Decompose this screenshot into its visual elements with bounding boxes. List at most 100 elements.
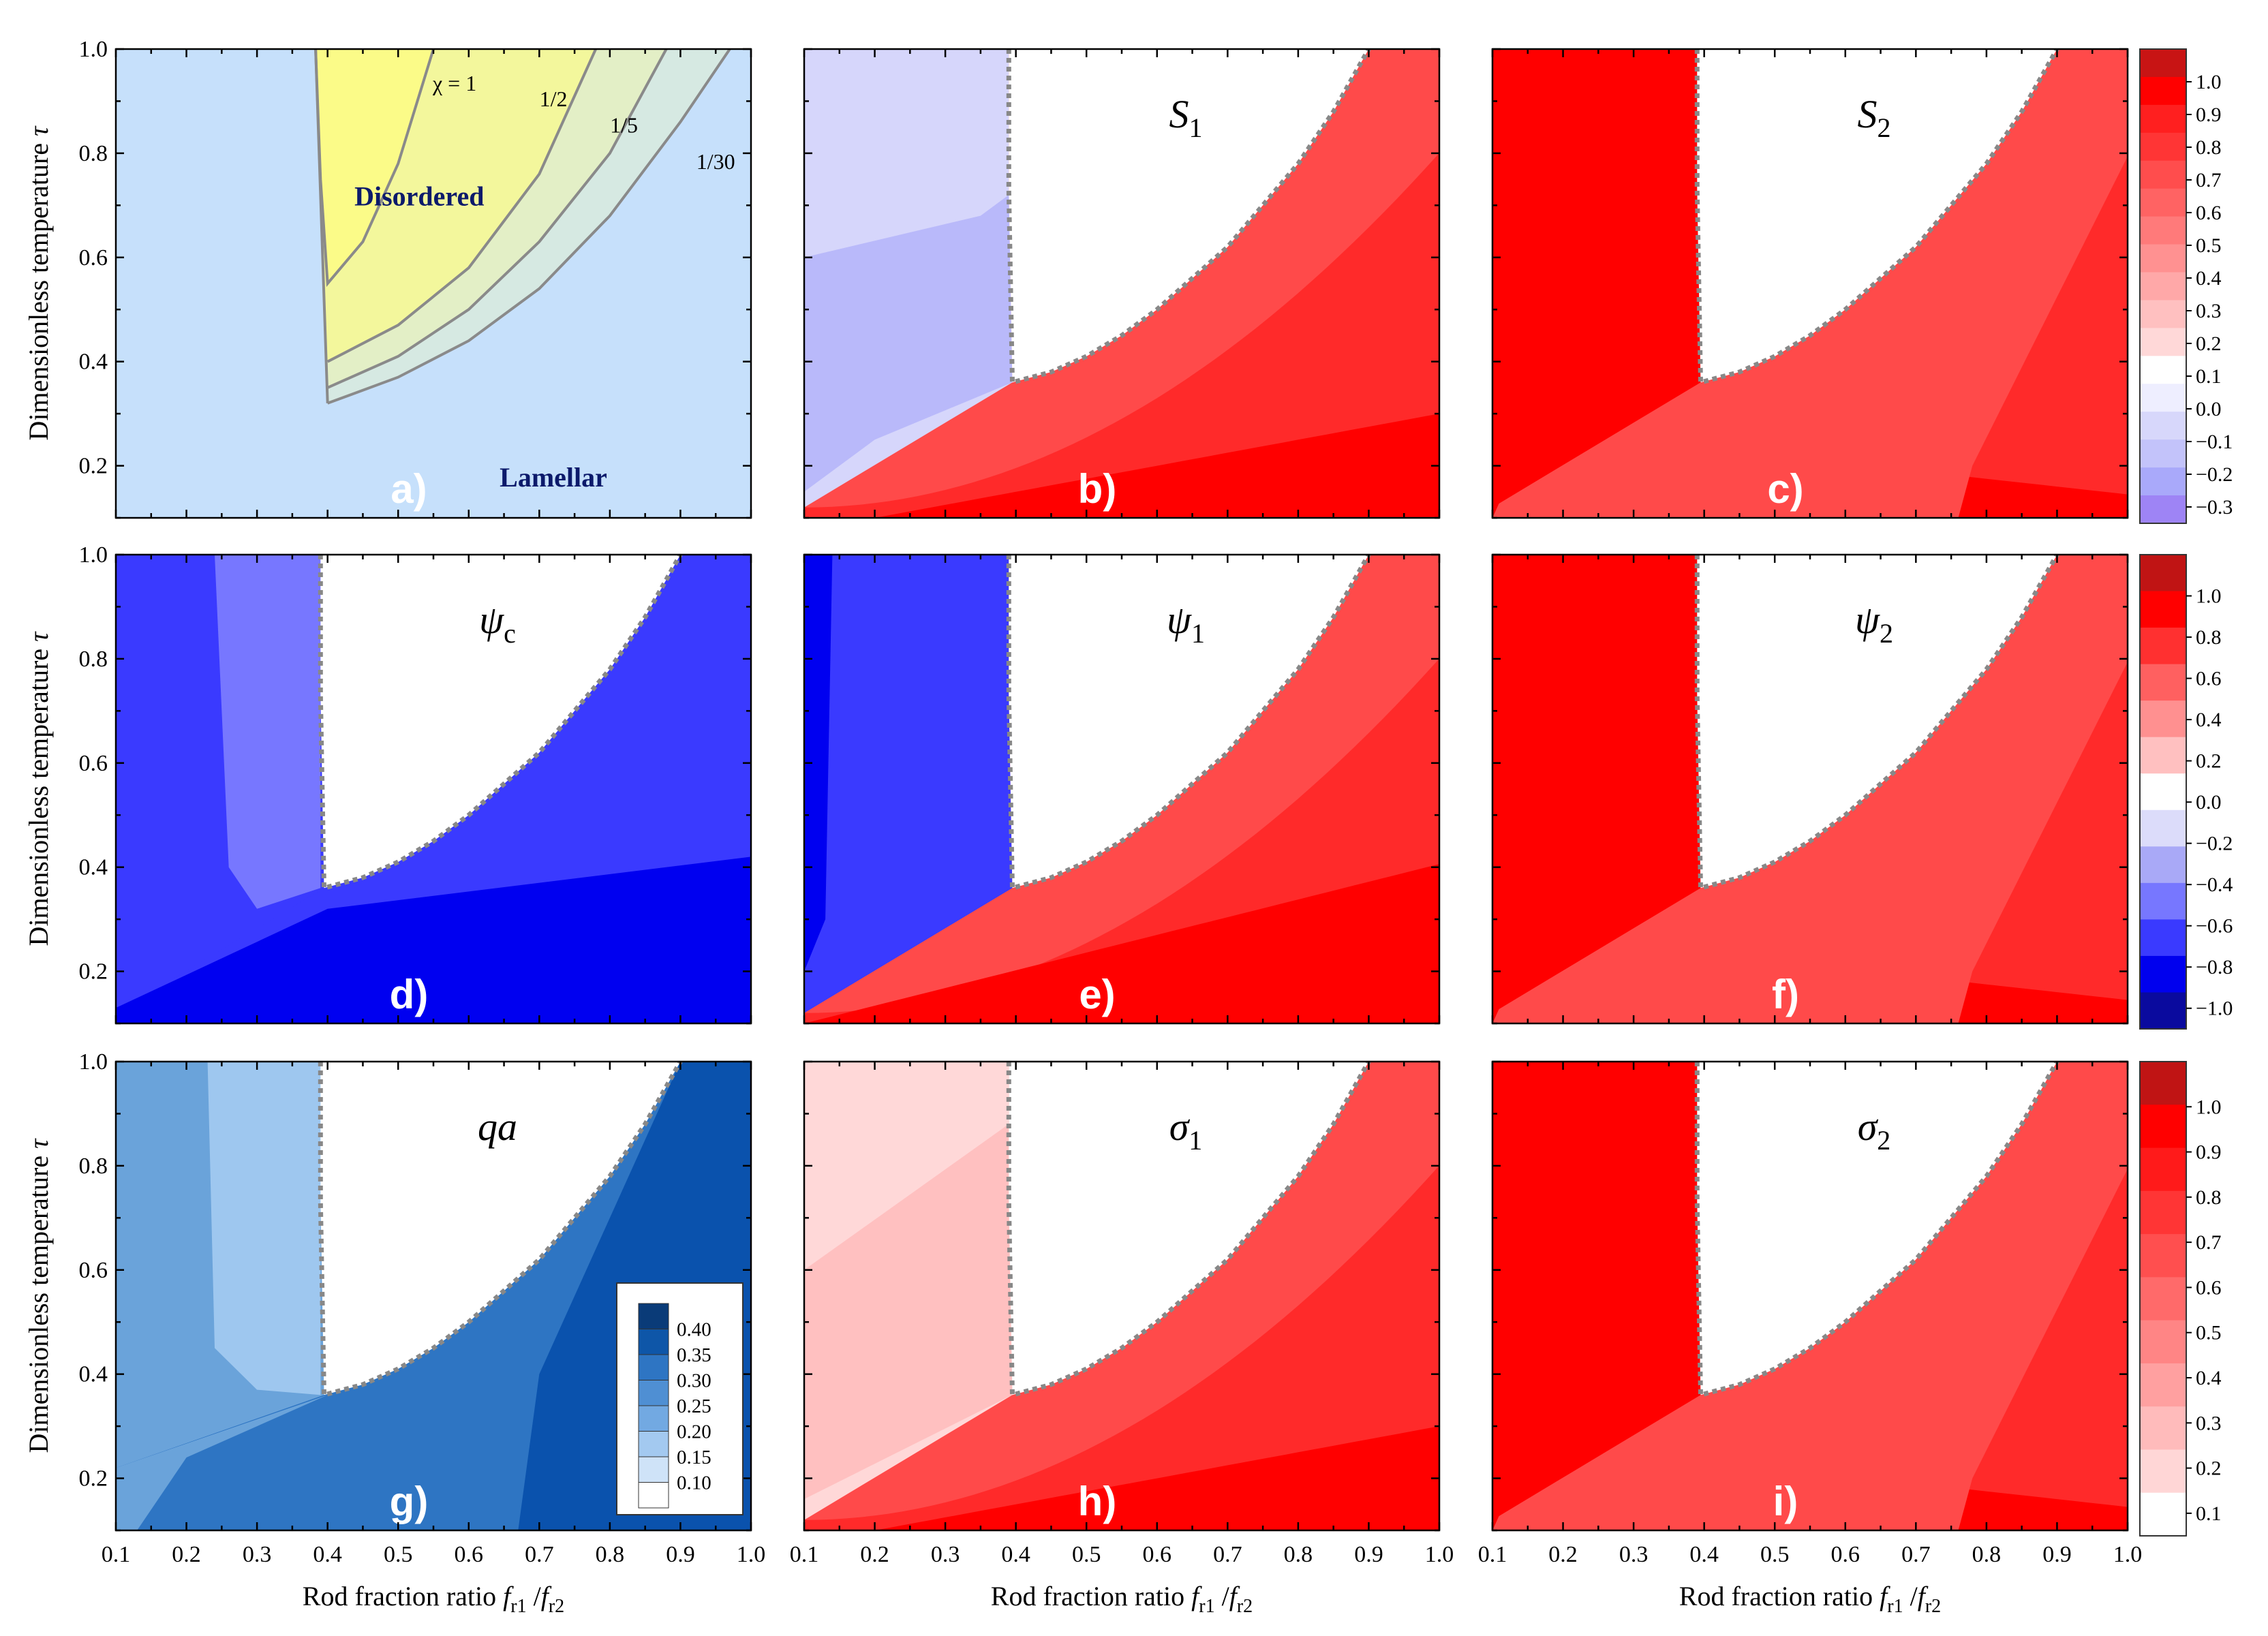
colorbar-swatch bbox=[2140, 809, 2186, 847]
colorbar-swatch bbox=[2140, 955, 2186, 993]
qa-legend-label: 0.10 bbox=[677, 1472, 711, 1494]
left-region-mid bbox=[804, 195, 1013, 492]
x-tick-label: 0.9 bbox=[666, 1542, 695, 1567]
x-axis-title-s2: r2 bbox=[1925, 1596, 1941, 1617]
qa-legend-swatch bbox=[638, 1354, 669, 1380]
colorbar-label: 0.4 bbox=[2196, 709, 2222, 731]
disordered-region bbox=[1697, 49, 2128, 383]
y-axis-title: Dimensionless temperature τ bbox=[23, 1138, 54, 1453]
x-axis-title-slash: / bbox=[1903, 1581, 1918, 1611]
colorbar-swatch bbox=[2140, 300, 2186, 328]
panel-title-main: qa bbox=[478, 1105, 517, 1149]
qa-legend-label: 0.30 bbox=[677, 1370, 711, 1392]
colorbar-swatch bbox=[2140, 1406, 2186, 1450]
colorbar-label: 1.0 bbox=[2196, 71, 2222, 93]
colorbar-swatch bbox=[2140, 1147, 2186, 1192]
panel-c-field bbox=[1492, 49, 2128, 518]
y-tick-label: 1.0 bbox=[79, 542, 108, 568]
x-tick-label: 0.8 bbox=[1972, 1542, 2002, 1567]
left-region-light bbox=[215, 555, 321, 909]
panel-title-e: ψ1 bbox=[1167, 598, 1205, 649]
panel-title-sub: 2 bbox=[1877, 1125, 1890, 1156]
colorbar-label: 0.3 bbox=[2196, 1412, 2222, 1434]
colorbar-label: 0.3 bbox=[2196, 300, 2222, 322]
qa-legend-swatch bbox=[638, 1482, 669, 1509]
x-axis-title: Rod fraction ratio fr1 /fr2 bbox=[991, 1581, 1253, 1617]
left-region bbox=[1492, 555, 1701, 1013]
panel-i-field bbox=[1492, 1062, 2128, 1530]
qa-legend-swatch bbox=[638, 1431, 669, 1457]
colorbar-swatch bbox=[2140, 160, 2186, 189]
panel-title-main: σ bbox=[1858, 1105, 1879, 1149]
x-tick-label: 0.5 bbox=[1760, 1542, 1790, 1567]
x-axis-title-main: Rod fraction ratio bbox=[991, 1581, 1191, 1611]
panel-f-field bbox=[1492, 555, 2128, 1023]
colorbar-swatch bbox=[2140, 737, 2186, 774]
colorbar-label: 0.5 bbox=[2196, 1322, 2222, 1344]
colorbar-label: −1.0 bbox=[2196, 998, 2233, 1020]
colorbar-swatch bbox=[2140, 244, 2186, 273]
x-tick-label: 0.8 bbox=[596, 1542, 625, 1567]
x-tick-label: 0.2 bbox=[860, 1542, 889, 1567]
x-tick-label: 0.6 bbox=[455, 1542, 484, 1567]
qa-region-light bbox=[207, 1062, 321, 1395]
colorbar-swatch bbox=[2140, 384, 2186, 412]
disordered-boundary bbox=[318, 1062, 683, 1398]
panel-letter-h: h) bbox=[1078, 1479, 1117, 1524]
x-tick-label: 0.9 bbox=[1354, 1542, 1383, 1567]
panel-ticks-h bbox=[803, 1060, 1441, 1532]
qa-legend-label: 0.35 bbox=[677, 1344, 711, 1366]
qa-region-low2 bbox=[116, 1395, 328, 1530]
colorbar-swatch bbox=[2140, 555, 2186, 592]
region-label-disordered: Disordered bbox=[354, 181, 484, 211]
text-layer: Dimensionless temperature τ Dimensionless… bbox=[23, 125, 1941, 1617]
panel-h: σ1 h) 0.1 0.2 0.3 0.4 0.5 0.6 0.7 0.8 0.9 1.0 bbox=[790, 1060, 1454, 1567]
panel-title-i: σ2 bbox=[1858, 1105, 1891, 1156]
colorbar-swatch bbox=[2140, 412, 2186, 440]
y-axis-title: Dimensionless temperature τ bbox=[23, 631, 54, 946]
field-band-1 bbox=[804, 864, 1439, 1023]
colorbar-swatch bbox=[2140, 356, 2186, 384]
panel-title-main: ψ bbox=[479, 598, 504, 642]
x-tick-label: 0.2 bbox=[172, 1542, 201, 1567]
x-tick-label: 1.0 bbox=[2113, 1542, 2143, 1567]
disordered-region bbox=[320, 1062, 751, 1395]
x-tick-label: 0.7 bbox=[1901, 1542, 1931, 1567]
colorbar-swatch bbox=[2140, 882, 2186, 920]
colorbar-label: 0.4 bbox=[2196, 1367, 2222, 1389]
panel-f: ψ2 f) bbox=[1491, 553, 2129, 1025]
x-axis-title-s1: r1 bbox=[510, 1596, 526, 1617]
qa-legend-swatch bbox=[638, 1329, 669, 1355]
colorbar-label: 0.1 bbox=[2196, 365, 2222, 388]
disordered-region bbox=[1009, 555, 1439, 889]
colorbar-swatch bbox=[2140, 846, 2186, 884]
colorbar-swatch bbox=[2140, 1363, 2186, 1407]
left-region-mid bbox=[804, 1124, 1013, 1500]
colorbar-label: 0.5 bbox=[2196, 234, 2222, 257]
x-tick-label: 0.6 bbox=[1143, 1542, 1172, 1567]
disordered-region-chi-3 bbox=[316, 49, 433, 283]
x-tick-label: 0.9 bbox=[2042, 1542, 2072, 1567]
disordered-boundary bbox=[1694, 555, 2059, 891]
panel-title-main: S bbox=[1169, 92, 1189, 136]
colorbar-swatch bbox=[2140, 591, 2186, 628]
colorbar-label: 0.0 bbox=[2196, 398, 2222, 420]
qa-legend-swatch bbox=[638, 1303, 669, 1329]
x-tick-label: 0.7 bbox=[525, 1542, 554, 1567]
colorbar-label: −0.8 bbox=[2196, 956, 2233, 978]
chi-label-0: χ = 1 bbox=[432, 71, 476, 95]
colorbar-swatch bbox=[2140, 773, 2186, 811]
panel-ticks-d bbox=[114, 553, 752, 1025]
panel-title-d: ψc bbox=[479, 598, 516, 649]
colorbar-swatch bbox=[2140, 992, 2186, 1030]
y-tick-label: 0.6 bbox=[79, 245, 108, 271]
panel-letter-a: a) bbox=[390, 466, 427, 512]
panel-title-sub: 2 bbox=[1878, 112, 1891, 143]
y-tick-label: 1.0 bbox=[79, 37, 108, 62]
y-axis-title-symbol: τ bbox=[23, 125, 54, 136]
panel-e: ψ1 e) bbox=[803, 553, 1441, 1025]
panel-letter-c: c) bbox=[1767, 466, 1803, 512]
colorbar-swatch bbox=[2140, 49, 2186, 78]
disordered-region bbox=[320, 555, 751, 889]
